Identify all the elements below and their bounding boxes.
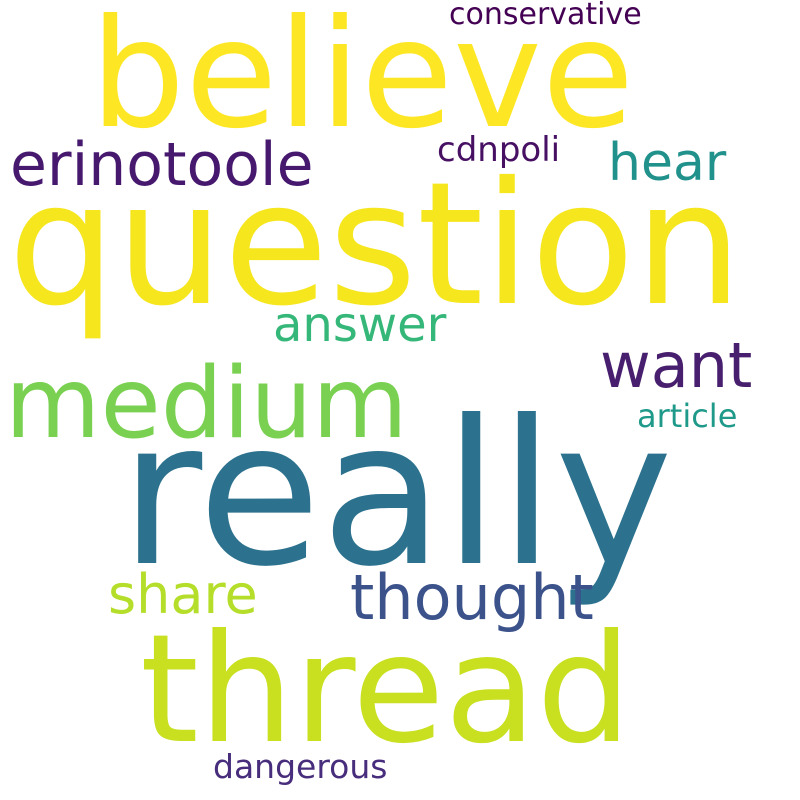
word-thought: thought (350, 561, 594, 634)
word-share: share (108, 563, 258, 626)
word-erinotoole: erinotoole (10, 130, 314, 200)
word-want: want (600, 329, 753, 402)
word-dangerous: dangerous (213, 747, 388, 786)
word-article: article (637, 397, 738, 435)
word-believe: believe (90, 0, 635, 162)
word-medium: medium (5, 347, 408, 461)
word-conservative: conservative (449, 0, 642, 32)
word-hear: hear (608, 133, 727, 193)
word-question: question (8, 146, 743, 344)
word-really: really (120, 378, 673, 611)
word-cdnpoli: cdnpoli (437, 130, 561, 170)
word-answer: answer (273, 297, 447, 353)
word-thread: thread (140, 603, 632, 777)
